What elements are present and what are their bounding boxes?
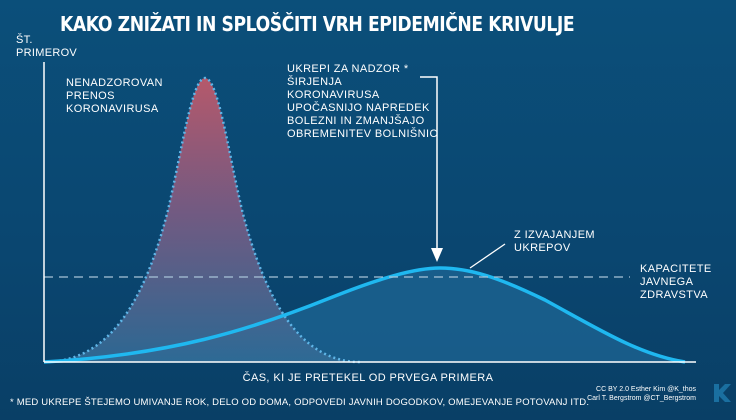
page-title: KAKO ZNIŽATI IN SPLOŠČITI VRH EPIDEMIČNE… [60,12,575,36]
flat-curve-line [43,266,686,364]
unmitigated-label: NENADZOROVAN PRENOS KORONAVIRUSA [66,77,163,115]
k-logo-icon [714,384,731,402]
measures-arrowhead [431,248,443,262]
footnote: * MED UKREPE ŠTEJEMO UMIVANJE ROK, DELO … [10,397,590,408]
peak-curve-area [44,78,360,362]
with-measures-label: Z IZVAJANJEM UKREPOV [514,229,595,254]
with-measures-pointer [469,243,506,269]
x-axis-label: ČAS, KI JE PRETEKEL OD PRVEGA PRIMERA [242,372,494,384]
credits: CC BY 2.0 Esther Kim @K_thos Carl T. Ber… [587,386,696,402]
measures-label: UKREPI ZA NADZOR * ŠIRJENJA KORONAVIRUSA… [287,63,438,140]
measures-arrow [420,76,438,252]
y-axis-label: ŠT. PRIMEROV [16,34,78,59]
capacity-label: KAPACITETE JAVNEGA ZDRAVSTVA [640,263,712,301]
peak-curve-outline [43,76,361,364]
